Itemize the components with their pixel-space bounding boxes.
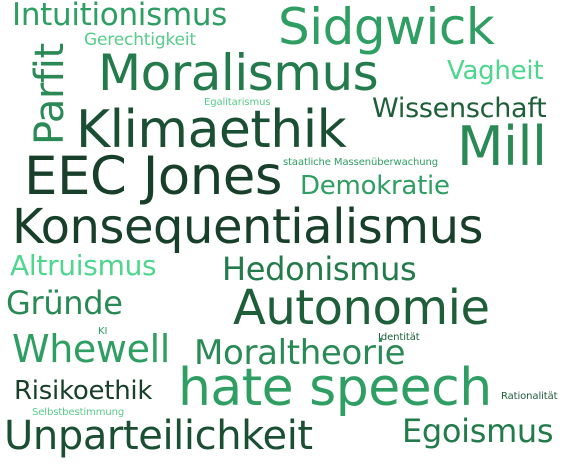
word-whewell: Whewell: [12, 327, 170, 371]
word-staatliche-massenueberwachung: staatliche Massenüberwachung: [283, 157, 439, 168]
word-eec-jones: EEC Jones: [24, 146, 282, 207]
word-parfit: Parfit: [27, 43, 73, 145]
word-unparteilichkeit: Unparteilichkeit: [4, 413, 313, 459]
word-wissenschaft: Wissenschaft: [372, 93, 547, 124]
word-sidgwick: Sidgwick: [278, 0, 495, 56]
word-mill: Mill: [457, 115, 547, 178]
word-hedonismus: Hedonismus: [222, 250, 417, 288]
word-rationalitaet: Rationalität: [501, 391, 558, 402]
word-gruende: Gründe: [6, 284, 123, 322]
word-klimaethik: Klimaethik: [76, 100, 347, 160]
word-demokratie: Demokratie: [300, 171, 450, 201]
word-gerechtigkeit: Gerechtigkeit: [84, 30, 196, 50]
word-risikoethik: Risikoethik: [14, 376, 153, 406]
word-ki: KI: [98, 326, 108, 337]
word-hate-speech: hate speech: [178, 358, 492, 418]
word-altruismus: Altruismus: [10, 249, 157, 282]
word-moraltheorie: Moraltheorie: [194, 333, 406, 373]
word-egoismus: Egoismus: [402, 412, 554, 450]
word-vagheit: Vagheit: [447, 56, 544, 86]
word-moralismus: Moralismus: [98, 44, 379, 102]
word-intuitionismus: Intuitionismus: [12, 0, 228, 33]
word-egalitarismus: Egalitarismus: [204, 97, 271, 108]
word-selbstbestimmung: Selbstbestimmung: [32, 407, 125, 418]
word-konsequentialismus: Konsequentialismus: [12, 199, 484, 255]
word-identitaet: Identität: [378, 332, 420, 343]
word-autonomie: Autonomie: [233, 280, 490, 336]
